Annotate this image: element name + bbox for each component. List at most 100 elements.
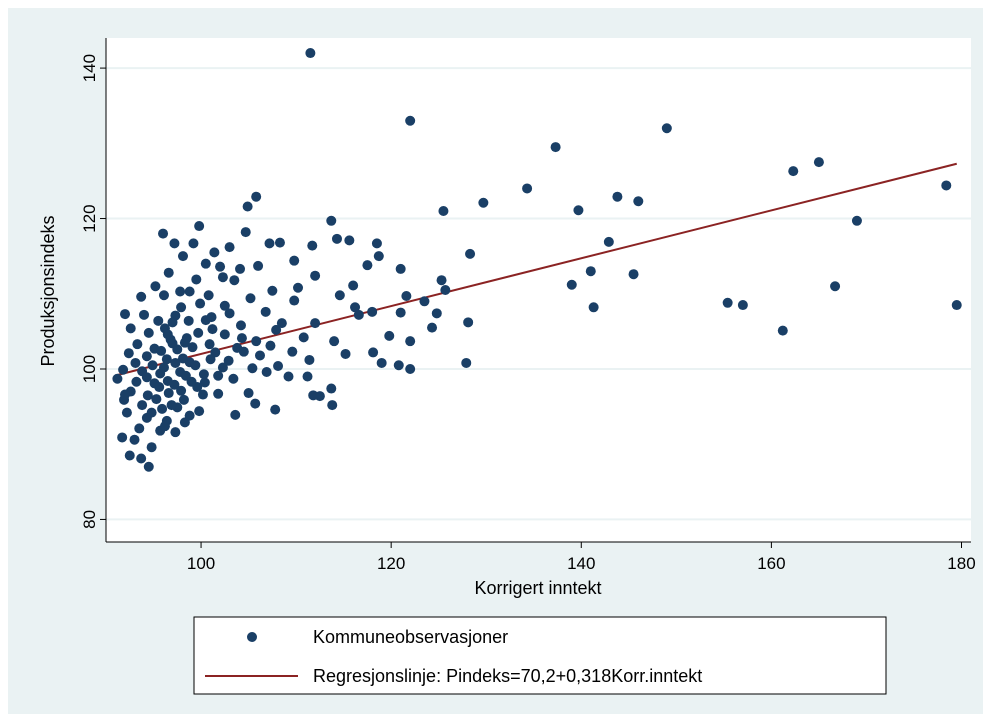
data-point-39 (395, 263, 406, 274)
data-point-160 (124, 450, 135, 461)
data-point-74 (224, 308, 235, 319)
x-tick-label-180: 180 (947, 554, 975, 573)
data-point-79 (367, 306, 378, 317)
legend-marker-kommuneobservasjoner (247, 632, 257, 642)
data-point-95 (777, 325, 788, 336)
data-point-64 (440, 285, 451, 295)
data-point-13 (573, 205, 584, 216)
x-tick-label-160: 160 (757, 554, 785, 573)
data-point-182 (217, 272, 228, 283)
data-point-172 (151, 394, 162, 405)
data-point-25 (274, 237, 285, 248)
data-point-205 (159, 421, 170, 432)
data-point-104 (340, 348, 351, 359)
data-point-45 (175, 286, 186, 297)
data-point-69 (120, 309, 131, 320)
data-point-111 (247, 363, 258, 374)
data-point-154 (134, 423, 145, 434)
data-point-167 (170, 357, 181, 368)
data-point-174 (184, 410, 195, 421)
data-point-38 (362, 260, 373, 271)
data-point-105 (368, 347, 379, 358)
data-point-192 (223, 355, 234, 366)
data-point-8 (612, 191, 623, 202)
data-point-189 (190, 360, 201, 371)
data-point-110 (217, 362, 228, 373)
data-point-148 (270, 404, 281, 415)
data-point-156 (170, 427, 181, 438)
data-point-1 (405, 115, 416, 126)
data-point-48 (293, 282, 304, 293)
data-point-193 (238, 346, 249, 357)
data-point-159 (146, 442, 157, 453)
data-point-113 (304, 354, 315, 365)
data-point-66 (722, 297, 733, 308)
data-point-55 (158, 290, 169, 301)
data-point-54 (136, 291, 147, 302)
data-point-145 (194, 406, 205, 417)
data-point-190 (199, 377, 210, 388)
x-tick-label-140: 140 (567, 554, 595, 573)
data-point-138 (178, 394, 189, 405)
data-point-103 (287, 346, 298, 357)
data-point-199 (195, 298, 206, 309)
data-point-142 (137, 400, 148, 411)
data-point-70 (139, 309, 150, 320)
data-point-60 (334, 290, 345, 301)
data-point-91 (298, 332, 309, 343)
data-point-128 (131, 376, 142, 387)
data-point-150 (121, 407, 132, 418)
scatter-chart: 100 120 140 160 180 80 100 120 140 Korrigert in… (38, 38, 976, 695)
data-point-112 (273, 360, 284, 371)
data-point-9 (633, 196, 644, 207)
y-tick-label-140: 140 (80, 54, 99, 82)
data-point-37 (310, 270, 321, 281)
data-point-80 (395, 307, 406, 318)
data-point-36 (253, 260, 264, 271)
data-point-68 (951, 300, 962, 311)
data-point-22 (209, 247, 220, 258)
data-point-47 (267, 285, 278, 296)
data-point-29 (344, 235, 355, 246)
data-point-143 (157, 403, 168, 414)
data-point-169 (162, 376, 173, 387)
data-point-81 (431, 308, 442, 319)
data-point-27 (307, 240, 318, 251)
legend-box (193, 616, 887, 695)
data-point-146 (230, 409, 241, 420)
data-point-187 (141, 372, 152, 383)
data-point-11 (251, 191, 262, 202)
data-point-134 (326, 383, 337, 394)
data-point-4 (813, 157, 824, 168)
data-point-184 (162, 329, 173, 340)
data-point-5 (788, 166, 799, 177)
plot-area (106, 38, 971, 542)
data-point-202 (130, 357, 141, 368)
data-point-126 (302, 371, 313, 382)
data-point-161 (136, 453, 147, 464)
data-point-96 (132, 339, 143, 350)
data-point-63 (419, 296, 430, 307)
x-tick-label-120: 120 (377, 554, 405, 573)
data-point-32 (465, 248, 476, 259)
data-point-114 (376, 357, 387, 368)
y-axis-ticks: 80 100 120 140 (80, 54, 106, 529)
data-point-106 (123, 348, 134, 359)
data-point-132 (213, 388, 224, 399)
data-point-108 (161, 354, 172, 365)
data-point-186 (147, 360, 158, 371)
data-point-20 (169, 238, 180, 249)
data-point-84 (125, 323, 136, 334)
scatter-points (112, 48, 962, 472)
data-point-14 (438, 206, 449, 217)
data-point-133 (243, 388, 254, 399)
data-point-58 (245, 293, 256, 304)
data-point-117 (461, 357, 472, 368)
data-point-34 (200, 258, 211, 269)
data-point-89 (236, 333, 247, 344)
data-point-23 (224, 242, 235, 253)
data-point-162 (143, 461, 154, 472)
data-point-157 (117, 432, 128, 443)
data-point-170 (176, 385, 187, 396)
data-point-147 (250, 398, 261, 409)
